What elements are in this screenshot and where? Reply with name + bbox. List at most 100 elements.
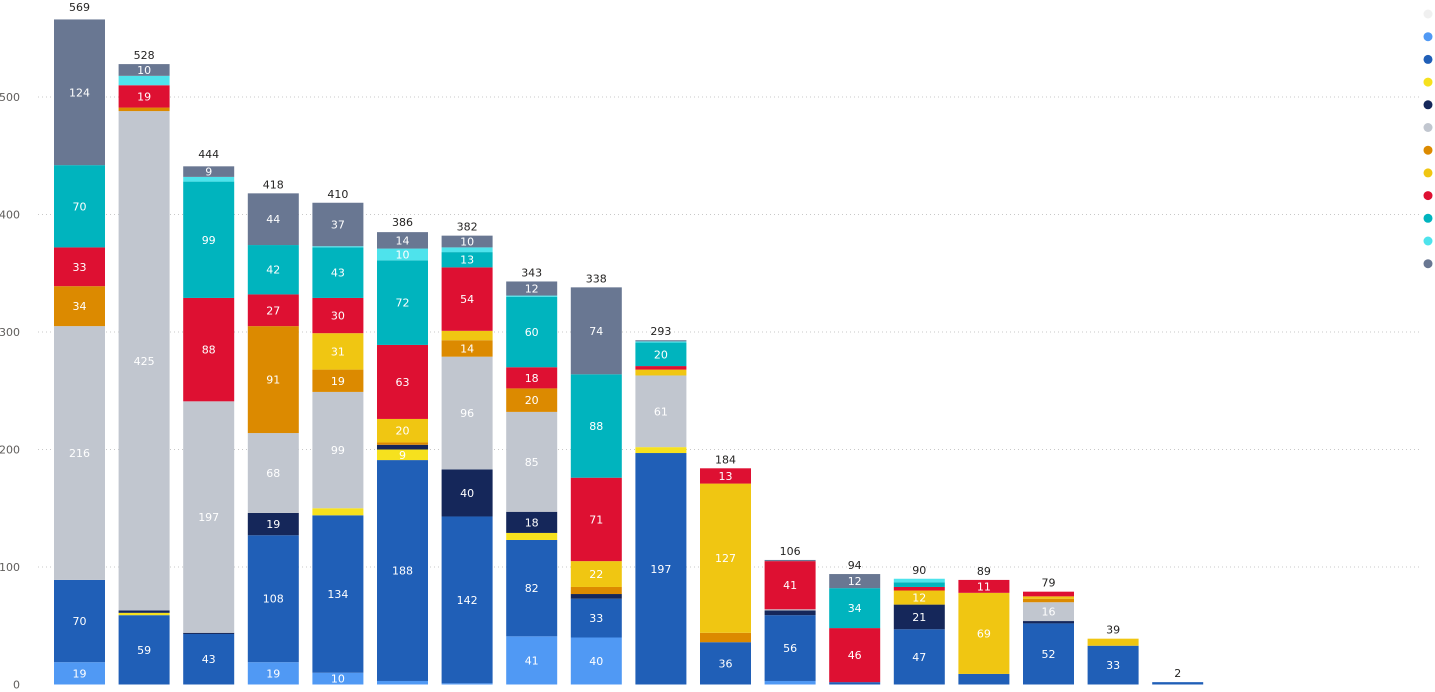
bar-segment — [312, 247, 364, 298]
bar-segment — [247, 433, 299, 513]
bar-segment — [506, 511, 558, 533]
y-tick-label: 400 — [0, 209, 20, 222]
bar-segment — [247, 245, 299, 295]
bar-segment — [118, 107, 170, 112]
data-label: 82 — [525, 582, 539, 595]
data-label: 85 — [525, 456, 539, 469]
bar-2: 59 425 19 10 528 — [118, 49, 170, 685]
legend-marker — [1423, 191, 1433, 201]
data-label: 12 — [848, 575, 862, 588]
data-label: 70 — [73, 615, 87, 628]
data-label: 20 — [654, 348, 668, 361]
bar-segment — [1023, 621, 1074, 624]
data-label: 61 — [654, 405, 668, 418]
bar-1: 19 70 216 34 33 70 124 569 — [54, 1, 105, 685]
bar-segment — [377, 344, 428, 419]
bar-segment — [1023, 623, 1074, 685]
bar-segment — [506, 295, 558, 297]
data-label: 19 — [137, 90, 151, 103]
data-label: 42 — [266, 264, 280, 277]
data-label: 96 — [460, 407, 474, 420]
bar-segment — [764, 680, 816, 685]
data-label: 59 — [137, 644, 151, 657]
bar-segment — [118, 64, 170, 76]
data-label: 52 — [1042, 648, 1056, 661]
bar-segment — [247, 535, 299, 663]
bar-segment — [829, 628, 881, 683]
bar-segment — [570, 561, 622, 587]
bar-segment — [183, 401, 235, 633]
data-label: 19 — [266, 518, 280, 531]
total-label: 184 — [715, 453, 736, 466]
data-label: 124 — [69, 86, 90, 99]
data-label: 10 — [331, 673, 345, 686]
bar-segment — [1023, 602, 1074, 622]
data-label: 41 — [525, 654, 539, 667]
bar-segment — [441, 683, 493, 685]
bar-10: 197 61 20 293 — [635, 325, 687, 685]
bar-segment — [377, 248, 428, 261]
bar-segment — [1023, 591, 1074, 597]
data-label: 22 — [589, 568, 603, 581]
legend-marker — [1423, 9, 1433, 19]
bar-segment — [377, 232, 428, 249]
data-label: 71 — [589, 513, 603, 526]
bar-12: 56 41 106 — [764, 545, 816, 685]
y-tick-label: 200 — [0, 444, 20, 457]
bar-segment — [312, 246, 364, 248]
bar-segment — [570, 477, 622, 562]
data-label: 9 — [399, 449, 406, 462]
bar-segment — [377, 418, 428, 443]
data-label: 43 — [331, 267, 345, 280]
bar-segment — [700, 642, 751, 685]
data-label: 11 — [977, 580, 991, 593]
data-label: 108 — [263, 593, 284, 606]
data-label: 44 — [266, 213, 280, 226]
bar-segment — [635, 342, 687, 367]
bar-segment — [635, 366, 687, 370]
legend-marker — [1423, 236, 1433, 246]
data-label: 12 — [912, 592, 926, 605]
legend-marker — [1423, 213, 1433, 223]
bar-segment — [118, 615, 170, 685]
total-label: 90 — [912, 564, 926, 577]
total-label: 382 — [457, 221, 478, 234]
bar-segment — [247, 326, 299, 434]
total-label: 444 — [198, 148, 219, 161]
legend-marker — [1423, 168, 1433, 178]
data-label: 40 — [460, 487, 474, 500]
data-label: 197 — [650, 563, 671, 576]
data-label: 425 — [134, 355, 155, 368]
bar-5: 10 134 99 19 31 30 43 37 410 — [312, 188, 364, 686]
bar-segment — [54, 165, 105, 248]
bar-segment — [377, 680, 428, 685]
data-label: 46 — [848, 649, 862, 662]
data-label: 27 — [266, 304, 280, 317]
bar-14: 47 21 12 90 — [893, 564, 945, 685]
bar-segment — [764, 561, 816, 610]
bar-segment — [312, 333, 364, 370]
bar-segment — [247, 662, 299, 685]
bar-9: 40 33 22 71 88 74 338 — [570, 272, 622, 685]
data-label: 18 — [525, 372, 539, 385]
bar-segment — [54, 19, 105, 166]
data-label: 63 — [396, 376, 410, 389]
bar-segment — [764, 609, 816, 611]
bar-7: 142 40 96 14 54 13 10 382 — [441, 221, 493, 685]
bar-segment — [1023, 596, 1074, 599]
data-label: 19 — [73, 667, 87, 680]
bar-segment — [570, 598, 622, 638]
data-label: 216 — [69, 447, 90, 460]
data-label: 68 — [266, 467, 280, 480]
total-label: 386 — [392, 216, 413, 229]
bar-segment — [506, 636, 558, 685]
bar-segment — [247, 512, 299, 536]
bar-segment — [893, 586, 945, 591]
data-label: 54 — [460, 293, 474, 306]
data-label: 19 — [266, 667, 280, 680]
bar-segment — [441, 267, 493, 331]
bar-15: 69 11 89 — [958, 565, 1010, 685]
bar-segment — [183, 633, 235, 685]
